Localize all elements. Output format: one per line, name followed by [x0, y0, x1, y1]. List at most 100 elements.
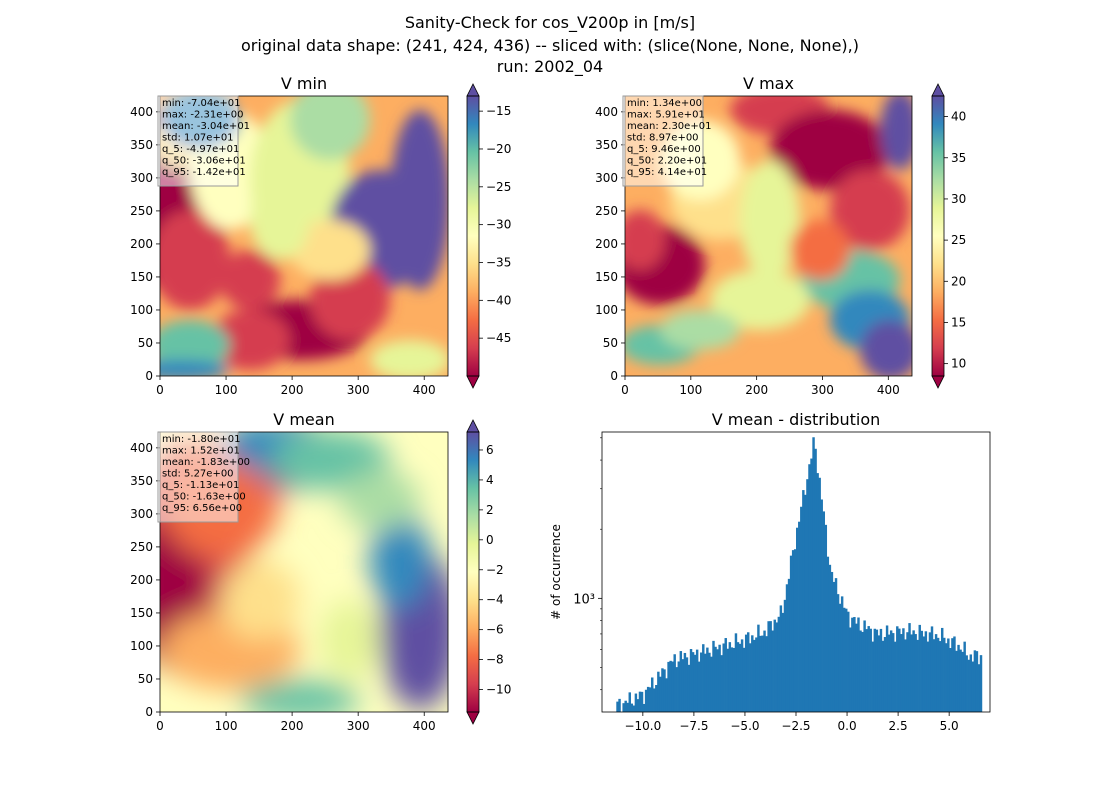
y-tick-label: 400 [595, 105, 618, 119]
histogram-bar [922, 636, 926, 712]
colorbar-gradient [467, 432, 479, 712]
histogram-bar [697, 661, 701, 712]
histogram-bar [628, 692, 631, 712]
heatmap-blob [340, 470, 420, 530]
colorbar-tick-label: 2 [486, 503, 494, 517]
histogram-bar [789, 555, 793, 712]
histogram-bar [828, 564, 832, 712]
histogram-bar [826, 556, 830, 712]
colorbar-gradient [932, 96, 944, 376]
histogram-bar [836, 594, 840, 712]
stats-line: q_95: 6.56e+00 [162, 503, 242, 514]
colorbar-tick-label: 4 [486, 473, 494, 487]
heatmap-blob [880, 96, 912, 170]
y-tick-label: 100 [130, 303, 153, 317]
histogram-bar [896, 626, 899, 712]
histogram-bar [787, 578, 791, 712]
histogram-bar [822, 511, 825, 712]
heatmap-blob [220, 560, 300, 640]
histogram-bar [679, 651, 683, 712]
y-tick-label: 350 [130, 474, 153, 488]
histogram-bar [653, 688, 656, 712]
x-tick-label: −10.0 [624, 719, 661, 733]
heatmap-blob [830, 170, 910, 250]
colorbar-tick-label: −8 [486, 653, 504, 667]
histogram-bar [898, 628, 901, 712]
histogram-bar [834, 578, 838, 712]
histogram-bar [869, 628, 872, 712]
x-tick-label: 200 [281, 719, 304, 733]
colorbar-tick-label: 40 [951, 110, 966, 124]
panel-v-mean: V mean 0 100 200 300 400 0 50 100 150 200 250 300 350… [130, 410, 511, 733]
heatmap-blob [210, 310, 290, 370]
histogram-bar [702, 644, 705, 712]
histogram-bar [906, 632, 909, 712]
histogram-bar [798, 521, 801, 712]
x-tick-label: 100 [215, 383, 238, 397]
stats-line: std: 5.27e+00 [162, 469, 234, 480]
heatmap-blob [790, 220, 850, 280]
colorbar-frame [931, 95, 945, 377]
x-tick-label: 300 [347, 719, 370, 733]
histogram-bar [924, 631, 928, 712]
histogram-bar [638, 691, 642, 712]
histogram-bar [871, 641, 874, 712]
histogram-bar [630, 703, 634, 712]
panel-v-min: V min 0 100 200 300 400 0 50 100 150 200 250 300 350 4… [130, 74, 511, 397]
stats-line: mean: -1.83e+00 [162, 457, 250, 468]
x-tick-label: 5.0 [940, 719, 959, 733]
histogram-bar [618, 698, 621, 712]
histogram-bar [640, 691, 644, 712]
histogram-bar [675, 667, 678, 712]
x-tick-label: 400 [877, 383, 900, 397]
x-tick-label: 0.0 [838, 719, 857, 733]
histogram-bar [930, 626, 934, 712]
y-tick-label: 0 [610, 369, 618, 383]
histogram-bars [616, 437, 983, 712]
histogram-bar [865, 629, 868, 712]
colorbar-tick-label: −45 [486, 331, 511, 345]
y-tick-label: 50 [138, 336, 153, 350]
histogram-bar [885, 625, 889, 712]
y-tick-label: 350 [130, 138, 153, 152]
histogram-bar [734, 633, 738, 712]
panel-v-max: V max 0 100 200 300 400 0 50 100 150 200 250 300 350 4… [595, 74, 966, 397]
histogram-bar [644, 689, 648, 712]
histogram-bar [800, 506, 803, 712]
histogram-bar [965, 655, 968, 712]
histogram-bar [655, 684, 658, 712]
histogram-bar [867, 626, 870, 712]
stats-line: q_50: 2.20e+01 [627, 156, 707, 167]
histogram-bar [738, 643, 742, 712]
stats-line: q_5: -1.13e+01 [162, 480, 239, 491]
histogram-bar [802, 490, 805, 712]
histogram-bar [840, 596, 844, 712]
axes-title: V min [281, 74, 327, 93]
heatmap-blob [320, 600, 380, 680]
histogram-bar [979, 655, 983, 712]
histogram-bar [918, 624, 921, 712]
histogram-bar [832, 581, 836, 712]
heatmap-blob [710, 270, 810, 330]
y-tick-label: 150 [130, 606, 153, 620]
histogram-bar [875, 629, 879, 712]
histogram-bar [842, 607, 846, 712]
stats-line: mean: 2.30e+01 [627, 121, 711, 132]
colorbar-tick-label: 0 [486, 533, 494, 547]
histogram-bar [812, 437, 815, 712]
histogram-bar [687, 664, 691, 712]
y-tick-label: 400 [130, 441, 153, 455]
x-tick-label: 0 [156, 383, 164, 397]
colorbar-extend-bottom [466, 711, 480, 725]
histogram-bar [744, 634, 748, 712]
histogram-bar [755, 637, 758, 712]
histogram-bar [746, 632, 750, 712]
histogram-bar [706, 647, 709, 712]
x-tick-label: 0 [621, 383, 629, 397]
x-tick-label: 100 [679, 383, 702, 397]
x-tick-label: 100 [215, 719, 238, 733]
histogram-bar [695, 649, 699, 712]
histogram-bar [845, 608, 848, 712]
heatmap-blob [625, 210, 665, 270]
histogram-bar [889, 630, 893, 712]
